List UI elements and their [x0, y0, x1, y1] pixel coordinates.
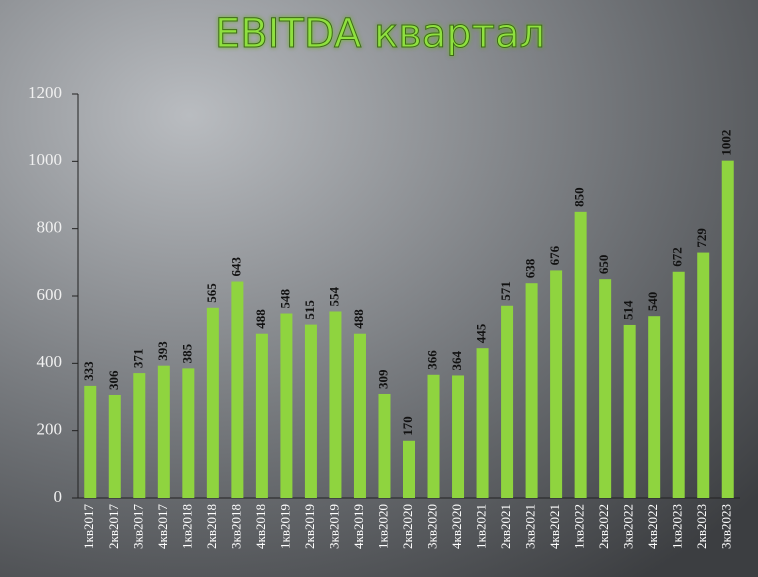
value-label: 309 [375, 369, 390, 389]
bar [182, 368, 195, 498]
x-tick-label: 3кв2020 [425, 504, 440, 549]
bar [525, 283, 538, 498]
bar [157, 365, 170, 498]
y-tick-label: 0 [54, 487, 63, 506]
bar [84, 385, 97, 498]
x-tick-label: 4кв2021 [547, 504, 562, 549]
x-tick-label: 2кв2017 [106, 504, 121, 549]
bar [550, 270, 563, 498]
x-tick-label: 1кв2021 [474, 504, 489, 549]
bar [574, 211, 587, 499]
value-label: 488 [253, 309, 268, 329]
x-tick-label: 3кв2017 [130, 504, 145, 549]
value-label: 650 [596, 255, 611, 275]
x-tick-label: 4кв2017 [155, 504, 170, 549]
value-label: 364 [449, 350, 464, 370]
bar [427, 374, 440, 498]
value-label: 306 [106, 370, 121, 390]
value-label: 638 [523, 258, 538, 278]
x-tick-label: 2кв2020 [400, 504, 415, 549]
value-label: 488 [351, 309, 366, 329]
bar [476, 348, 489, 498]
y-tick-label: 600 [37, 285, 63, 304]
x-tick-label: 3кв2019 [326, 504, 341, 549]
value-label: 850 [572, 187, 587, 207]
value-label: 445 [474, 323, 489, 343]
chart-title: EBITDA квартал [215, 11, 545, 57]
bar [304, 324, 317, 498]
value-label: 333 [81, 361, 96, 381]
bar [231, 281, 244, 498]
value-label: 571 [498, 281, 513, 301]
value-label: 393 [155, 341, 170, 361]
bar [452, 375, 465, 498]
value-label: 548 [277, 289, 292, 309]
value-label: 515 [302, 300, 317, 320]
x-tick-label: 2кв2021 [498, 504, 513, 549]
x-tick-label: 2кв2019 [302, 504, 317, 549]
x-tick-label: 1кв2022 [572, 504, 587, 549]
bar [403, 440, 415, 498]
value-label: 676 [547, 245, 562, 265]
bar [133, 373, 146, 498]
bar [280, 313, 293, 498]
value-label: 565 [204, 283, 219, 303]
bar [206, 307, 219, 498]
bar [501, 305, 514, 498]
bar [108, 394, 121, 498]
x-tick-label: 4кв2020 [449, 504, 464, 549]
x-tick-label: 1кв2019 [277, 504, 292, 549]
x-tick-label: 3кв2022 [621, 504, 636, 549]
x-tick-label: 1кв2020 [375, 504, 390, 549]
value-label: 371 [130, 349, 145, 369]
y-tick-label: 1000 [28, 150, 62, 169]
y-tick-label: 800 [37, 218, 63, 237]
x-tick-label: 2кв2018 [204, 504, 219, 549]
value-label: 366 [425, 350, 440, 370]
bar [721, 160, 734, 498]
value-label: 170 [400, 416, 415, 436]
value-label: 1002 [719, 130, 734, 156]
bar [378, 393, 391, 498]
x-tick-label: 3кв2023 [719, 504, 734, 549]
value-label: 554 [326, 286, 341, 306]
value-label: 672 [670, 247, 685, 267]
x-tick-label: 3кв2018 [228, 504, 243, 549]
bar [623, 324, 636, 498]
x-tick-label: 4кв2018 [253, 504, 268, 549]
y-tick-label: 200 [37, 420, 63, 439]
x-tick-label: 2кв2022 [596, 504, 611, 549]
value-label: 540 [645, 292, 660, 312]
x-tick-label: 4кв2019 [351, 504, 366, 549]
x-tick-label: 1кв2017 [81, 504, 96, 549]
value-label: 729 [694, 228, 709, 248]
bar [697, 252, 710, 498]
bar [672, 271, 685, 498]
x-tick-label: 1кв2023 [670, 504, 685, 549]
x-tick-label: 3кв2021 [523, 504, 538, 549]
x-tick-label: 2кв2023 [694, 504, 709, 549]
bar [255, 333, 268, 498]
value-label: 385 [179, 343, 194, 363]
bar [599, 279, 612, 498]
bar [353, 333, 366, 498]
bar [329, 311, 342, 498]
y-tick-label: 400 [37, 352, 63, 371]
y-tick-label: 1200 [28, 83, 62, 102]
x-tick-label: 4кв2022 [645, 504, 660, 549]
bar [648, 316, 661, 498]
value-label: 643 [228, 257, 243, 277]
value-label: 514 [621, 300, 636, 320]
x-tick-label: 1кв2018 [179, 504, 194, 549]
